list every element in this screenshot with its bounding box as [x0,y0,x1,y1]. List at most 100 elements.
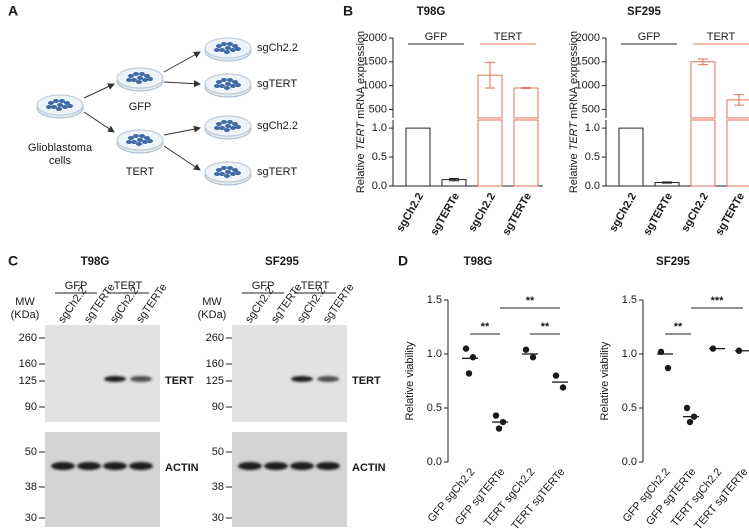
dish [204,37,252,62]
y-axis-label-part: mRNA expression [568,31,580,119]
chart-title: T98G [417,6,446,18]
data-point [462,345,470,352]
band [77,462,101,470]
cell [225,124,231,128]
group-label: TERT [114,280,143,292]
marker-label: 30 [212,512,224,524]
marker-label: 90 [25,401,37,413]
group-label: TERT [301,280,330,292]
cell [136,142,142,146]
band [264,462,288,470]
marker-label: 38 [25,481,37,493]
y-tick-label: 1.0 [427,348,442,360]
band [317,376,339,382]
x-tick-label: sgCh2.2 [466,191,498,234]
significance-label: *** [711,295,725,307]
marker-label: 38 [212,481,224,493]
cell [232,80,238,84]
diagram-label: Glioblastoma [28,142,93,154]
diagram-label: TERT [126,166,155,178]
cell [137,138,143,142]
y-axis-label-part: mRNA expression [355,31,367,119]
band [129,462,153,470]
chart-title: SF295 [627,6,661,18]
y-tick-label: 0.5 [585,151,600,163]
group-label: GFP [425,31,448,43]
x-tick-label: sgTERTe [428,191,462,238]
band [51,462,75,470]
data-point [529,354,537,361]
group-label: GFP [65,280,88,292]
data-point [664,364,672,372]
cell [147,139,153,143]
cell [144,136,150,140]
marker-label: 260 [206,332,224,344]
blot-membrane [45,432,160,527]
cell [56,107,62,111]
cell [227,166,233,170]
y-axis-label: Relative viability [404,341,416,420]
y-tick-label: 0.0 [427,456,442,468]
cell [221,120,227,124]
cell [224,128,230,132]
cell [48,101,54,105]
marker-label: 50 [212,446,224,458]
band [290,462,314,470]
significance-label: ** [541,321,550,333]
cell [131,140,137,144]
dish [116,67,164,92]
cell [219,172,225,176]
significance-label: ** [674,321,683,333]
cell [227,78,233,82]
y-tick-label: 0.5 [622,402,637,414]
band [103,462,127,470]
blot-title: SF295 [265,256,299,268]
cell [214,126,220,130]
band-label: TERT [352,375,381,387]
y-axis-label-part: TERT [568,121,580,151]
cell [216,80,222,84]
cell [224,86,230,90]
marker-label: 125 [206,375,224,387]
cell [230,172,236,176]
cell [227,42,233,46]
cell [139,134,145,138]
cell [225,46,231,50]
cell [147,77,153,81]
group-label: TERT [707,31,736,43]
marker-label: 125 [19,375,37,387]
y-tick-label: 1000 [576,80,600,92]
blot-membrane [232,432,347,527]
dish [204,161,252,186]
cell [221,166,227,170]
cell [142,140,148,144]
bar [690,61,716,119]
cell [235,171,241,175]
y-tick-label: 1.0 [585,122,600,134]
cell [53,99,59,103]
group-label: GFP [638,31,661,43]
band [104,376,126,382]
y-tick-label: 1.5 [427,294,442,306]
y-axis-label-part: Relative [355,153,367,193]
panel-label: A [8,3,18,19]
mw-label: (KDa) [198,309,227,321]
band-label: TERT [165,375,194,387]
mw-label: MW [15,296,35,308]
cell [137,76,143,80]
cell [57,103,63,107]
blot-membrane [232,325,347,422]
dish [116,129,164,154]
marker-label: 90 [212,401,224,413]
y-tick-label: 500 [369,103,387,115]
y-tick-label: 1500 [363,56,387,68]
data-point [469,354,477,361]
cell [216,168,222,172]
cell [144,74,150,78]
cell [51,105,57,109]
diagram-label: cells [49,155,72,167]
y-tick-label: 2000 [576,32,600,44]
marker-label: 30 [25,512,37,524]
data-point [495,425,503,432]
